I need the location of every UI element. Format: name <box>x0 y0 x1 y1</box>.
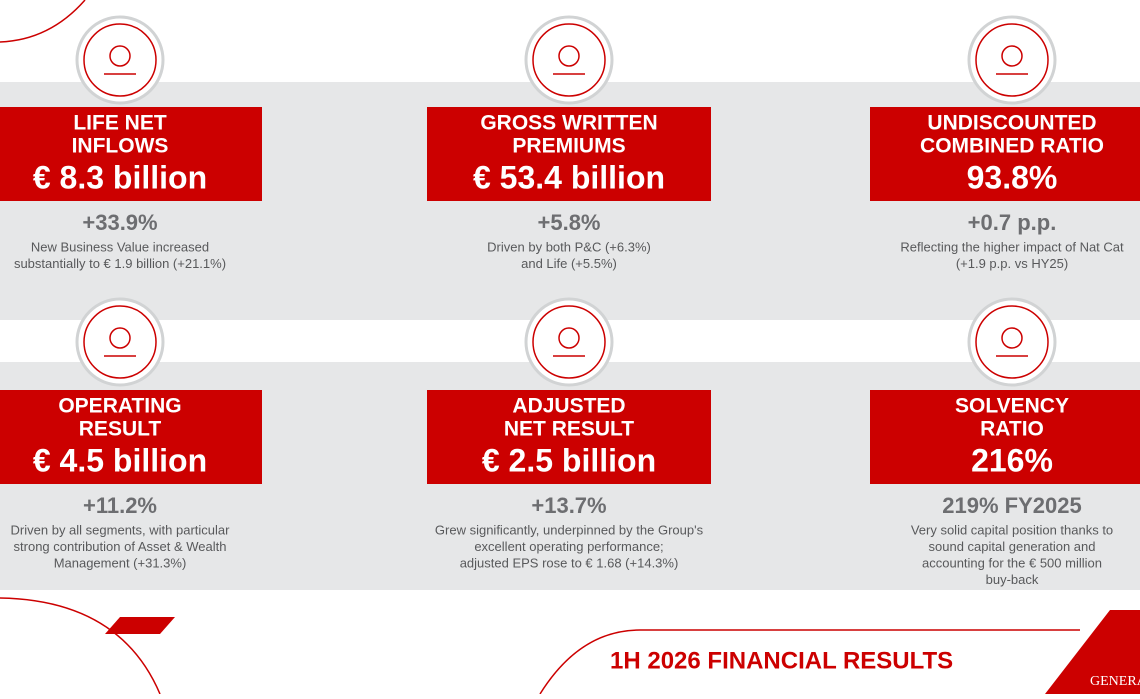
card-value: € 53.4 billion <box>473 159 665 195</box>
card-description: Management (+31.3%) <box>54 555 187 570</box>
card-delta: +0.7 p.p. <box>968 210 1057 235</box>
card-title: OPERATING <box>58 395 181 418</box>
icon-glyph <box>558 327 580 349</box>
decor-line <box>0 597 161 695</box>
card-description: Driven by both P&C (+6.3%) <box>487 239 651 254</box>
card-delta: +33.9% <box>82 210 157 235</box>
card-description: strong contribution of Asset & Wealth <box>14 539 227 554</box>
card-box <box>0 107 262 201</box>
card-title: NET RESULT <box>504 418 634 441</box>
card-title: PREMIUMS <box>512 135 625 158</box>
card-description: Grew significantly, underpinned by the G… <box>435 522 704 537</box>
icon-glyph <box>1001 45 1023 67</box>
card-title: GROSS WRITTEN <box>480 112 657 135</box>
card-description: buy-back <box>986 572 1039 587</box>
decor-shape <box>105 617 175 634</box>
card-description: Very solid capital position thanks to <box>911 522 1113 537</box>
card-delta: +5.8% <box>538 210 601 235</box>
card-delta: +13.7% <box>531 493 606 518</box>
card-value: € 8.3 billion <box>33 159 207 195</box>
card-description: Reflecting the higher impact of Nat Cat <box>900 239 1124 254</box>
decor-line <box>0 0 86 43</box>
logo-shape <box>1045 610 1140 694</box>
card-value: 93.8% <box>967 159 1058 195</box>
icon-glyph <box>558 45 580 67</box>
icon-circle <box>532 23 606 97</box>
icon-circle <box>83 305 157 379</box>
card-title: UNDISCOUNTED <box>927 112 1096 135</box>
card-box <box>870 107 1140 201</box>
icon-circle <box>975 23 1049 97</box>
card-value: € 2.5 billion <box>482 442 656 478</box>
card-description: (+1.9 p.p. vs HY25) <box>956 256 1068 271</box>
icon-circle <box>83 23 157 97</box>
card-description: substantially to € 1.9 billion (+21.1%) <box>14 256 226 271</box>
card-title: SOLVENCY <box>955 395 1069 418</box>
card-description: excellent operating performance; <box>474 539 663 554</box>
card-description: Driven by all segments, with particular <box>11 522 231 537</box>
decor-line <box>539 629 1080 695</box>
icon-circle <box>975 305 1049 379</box>
card-box <box>870 390 1140 484</box>
card-title: RATIO <box>980 418 1044 441</box>
card-description: sound capital generation and <box>929 539 1096 554</box>
card-title: INFLOWS <box>72 135 169 158</box>
card-delta: +11.2% <box>83 493 157 518</box>
card-description: accounting for the € 500 million <box>922 555 1102 570</box>
card-title: ADJUSTED <box>512 395 625 418</box>
card-box <box>427 390 711 484</box>
card-description: and Life (+5.5%) <box>521 256 617 271</box>
icon-circle <box>532 305 606 379</box>
footer-title: 1H 2026 FINANCIAL RESULTS <box>610 647 953 674</box>
card-description: adjusted EPS rose to € 1.68 (+14.3%) <box>460 555 679 570</box>
card-box <box>427 107 711 201</box>
card-title: COMBINED RATIO <box>920 135 1104 158</box>
icon-glyph <box>109 327 131 349</box>
card-title: LIFE NET <box>73 112 167 135</box>
logo-text: GENERALI <box>1090 674 1140 689</box>
icon-glyph <box>109 45 131 67</box>
card-box <box>0 390 262 484</box>
card-delta: 219% FY2025 <box>942 493 1081 518</box>
card-description: New Business Value increased <box>31 239 209 254</box>
icon-glyph <box>1001 327 1023 349</box>
card-value: € 4.5 billion <box>33 442 207 478</box>
card-value: 216% <box>971 442 1053 478</box>
card-title: RESULT <box>79 418 162 441</box>
